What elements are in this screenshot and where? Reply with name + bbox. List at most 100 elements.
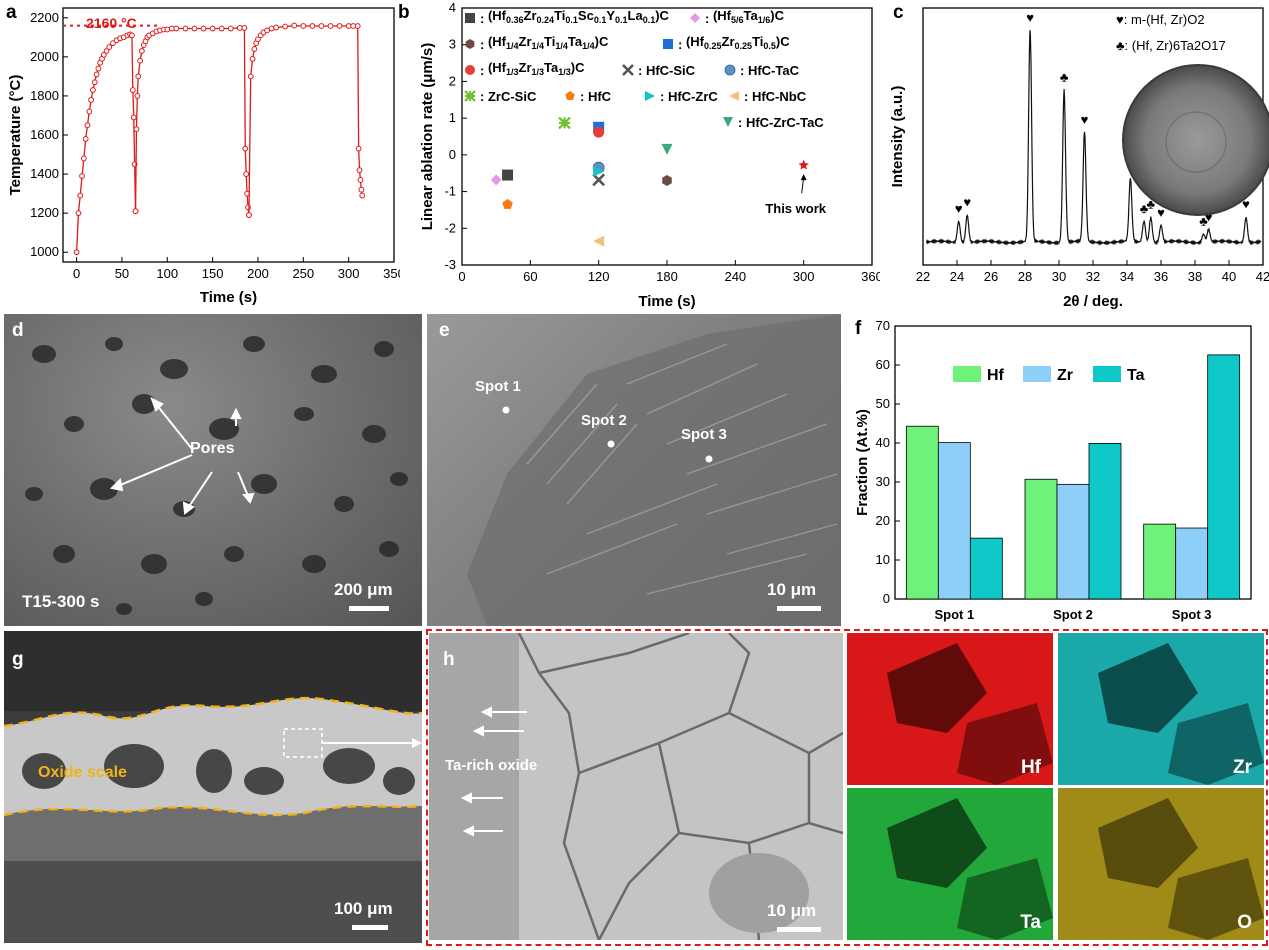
dark-region	[957, 703, 1053, 785]
x-tick-label: 24	[950, 269, 964, 284]
y-tick-label: 3	[449, 37, 456, 52]
legend-label: : HfC	[580, 89, 612, 104]
dark-region	[1098, 643, 1198, 733]
y-tick-label: 30	[876, 474, 890, 489]
x-tick-label: 22	[916, 269, 930, 284]
legend-label: : (Hf1/3Zr1/3Ta1/3)C	[480, 60, 585, 78]
data-point	[243, 171, 250, 177]
y-tick-label: -1	[444, 184, 456, 199]
legend-entry: : HfC-NbC	[729, 89, 807, 104]
panel-label-h: h	[443, 649, 455, 670]
pores-texture	[25, 336, 408, 615]
bar-ta	[1207, 354, 1241, 600]
dark-region	[1098, 798, 1198, 888]
legend-swatch	[953, 366, 981, 382]
panel-label-g: g	[12, 649, 24, 670]
data-point	[200, 25, 207, 32]
eds-map-label: Zr	[1233, 757, 1252, 778]
eds-map-shading	[887, 643, 1053, 785]
peak-marker: ♣	[1199, 214, 1208, 229]
data-point	[356, 167, 363, 174]
scale-bar-label-d: 200 μm	[334, 580, 393, 599]
legend-marker	[723, 117, 733, 127]
plot-frame	[62, 7, 395, 263]
data-point	[291, 22, 298, 29]
legend-label: : HfC-NbC	[744, 89, 807, 104]
spot-2-label: Spot 2	[581, 412, 627, 429]
annotation-arrowhead	[800, 174, 807, 181]
peak-marker: ♥	[1026, 10, 1034, 25]
peak-marker: ♣	[1147, 197, 1156, 212]
bar-zr	[1175, 527, 1209, 600]
this-work-label: This work	[765, 201, 826, 216]
scale-bar-label-e: 10 μm	[767, 580, 817, 599]
y-axis-label: Intensity (a.u.)	[889, 86, 906, 188]
data-point	[95, 65, 102, 72]
data-point	[502, 198, 513, 209]
x-tick-label: 350	[383, 266, 400, 281]
sample-photo	[1122, 64, 1269, 216]
x-tick-label: 150	[202, 266, 224, 281]
x-tick-label: 0	[73, 266, 80, 281]
eds-map-shading	[1098, 798, 1264, 940]
x-tick-label: 50	[115, 266, 129, 281]
data-point	[359, 192, 366, 199]
series-line	[248, 24, 363, 216]
panel-label-b: b	[398, 2, 410, 23]
legend-entry: : HfC-ZrC-TaC	[723, 115, 824, 130]
scale-bar-g	[352, 925, 388, 930]
data-point	[88, 96, 95, 103]
bar-hf	[1143, 523, 1177, 600]
bar-zr	[937, 442, 971, 600]
data-point	[93, 71, 100, 78]
data-point	[109, 40, 116, 47]
data-point	[241, 25, 248, 31]
data-point	[798, 159, 809, 170]
x-tick-label: 26	[984, 269, 998, 284]
data-point	[558, 116, 571, 130]
data-point	[130, 114, 137, 121]
legend-marker	[622, 64, 634, 76]
dark-region	[1168, 703, 1264, 785]
sem-image-d: d Pores T15-300 s 200 μm	[4, 314, 422, 626]
scale-bar-e	[777, 606, 821, 611]
legend-label: : HfC-ZrC-TaC	[738, 115, 824, 130]
y-axis-label: Linear ablation rate (μm/s)	[419, 43, 436, 231]
data-point	[273, 24, 280, 31]
data-point	[138, 48, 145, 54]
y-tick-label: 2200	[30, 10, 59, 25]
x-tick-label: 120	[588, 269, 610, 284]
x-tick-label: 42	[1256, 269, 1269, 284]
scale-bar-d	[349, 606, 389, 611]
y-tick-label: 40	[876, 435, 890, 450]
x-axis-label: Time (s)	[638, 293, 695, 310]
x-tick-label: 0	[458, 269, 465, 284]
legend-label: : (Hf0.36Zr0.24Ti0.1Sc0.1Y0.1La0.1)C	[480, 8, 670, 26]
legend-marker	[690, 13, 700, 23]
y-tick-label: 10	[876, 552, 890, 567]
legend-label: Ta	[1127, 367, 1145, 384]
legend-marker	[729, 91, 739, 101]
y-tick-label: 20	[876, 513, 890, 528]
temperature-chart: 0 50 100 150 200 250 300 350 1000 1200 1400 1600 180…	[7, 7, 400, 306]
x-tick-label: 300	[793, 269, 815, 284]
legend-label: : (Hf1/4Zr1/4Ti1/4Ta1/4)C	[480, 34, 609, 52]
panel-label-a: a	[6, 2, 17, 23]
x-axis-label: Time (s)	[200, 289, 257, 306]
data-point	[661, 143, 673, 155]
data-point	[84, 122, 91, 129]
spot-1-label: Spot 1	[475, 378, 521, 395]
dark-region	[887, 798, 987, 888]
y-tick-label: 2	[449, 73, 456, 88]
data-point	[129, 32, 135, 39]
data-point	[242, 145, 249, 152]
x-tick-label: 34	[1120, 269, 1134, 284]
data-point	[255, 36, 261, 43]
peak-marker: ♥	[1157, 205, 1165, 220]
x-tick-label: 36	[1154, 269, 1168, 284]
panel-label-c: c	[893, 2, 904, 23]
bar-ta	[1088, 442, 1122, 600]
data-point	[90, 87, 96, 93]
x-tick-label: 28	[1018, 269, 1032, 284]
legend-marker	[663, 39, 673, 49]
